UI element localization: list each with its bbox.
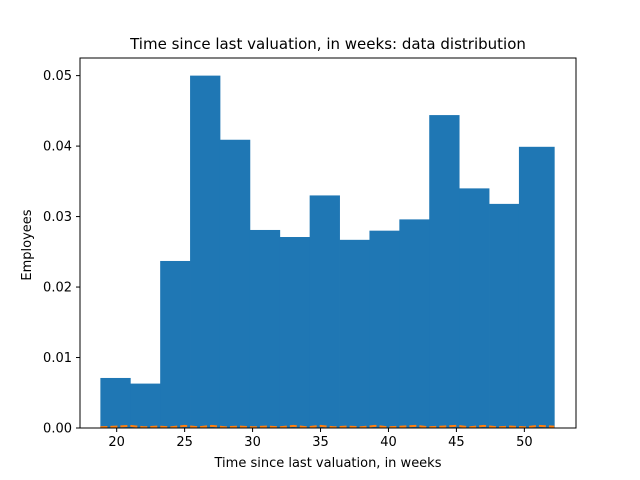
x-tick-label-0: 20 bbox=[108, 435, 125, 450]
y-axis-ticks: 0.00 0.01 0.02 0.03 0.04 0.05 bbox=[43, 69, 80, 437]
histogram-bar-0 bbox=[100, 377, 131, 428]
y-tick-label-1: 0.01 bbox=[43, 351, 72, 366]
y-tick-label-3: 0.03 bbox=[43, 210, 72, 225]
chart-title: Time since last valuation, in weeks: dat… bbox=[129, 35, 526, 53]
y-tick-label-0: 0.00 bbox=[43, 422, 72, 437]
histogram-bar-13 bbox=[489, 203, 520, 428]
histogram-bar-14 bbox=[518, 146, 555, 429]
histogram-bar-1 bbox=[130, 383, 161, 428]
bars-group bbox=[100, 75, 555, 429]
histogram-bar-4 bbox=[219, 139, 251, 428]
histogram-bar-9 bbox=[369, 230, 400, 428]
x-tick-label-5: 45 bbox=[448, 435, 465, 450]
y-tick-label-5: 0.05 bbox=[43, 69, 72, 84]
histogram-bar-10 bbox=[399, 219, 430, 428]
histogram-bar-5 bbox=[249, 229, 281, 428]
histogram-bar-2 bbox=[160, 260, 191, 428]
histogram-bar-11 bbox=[429, 115, 460, 428]
histogram-bar-12 bbox=[459, 188, 490, 428]
histogram-bar-8 bbox=[339, 239, 370, 428]
x-tick-label-4: 40 bbox=[380, 435, 397, 450]
y-tick-label-2: 0.02 bbox=[43, 281, 72, 296]
histogram-bar-6 bbox=[279, 237, 311, 428]
x-axis-label: Time since last valuation, in weeks bbox=[214, 456, 442, 471]
plot-frame bbox=[79, 57, 577, 429]
x-tick-label-1: 25 bbox=[176, 435, 193, 450]
y-tick-label-4: 0.04 bbox=[43, 140, 72, 155]
x-tick-label-6: 50 bbox=[516, 435, 533, 450]
x-tick-label-3: 35 bbox=[312, 435, 329, 450]
y-axis-label: Employees bbox=[20, 209, 35, 280]
x-tick-label-2: 30 bbox=[244, 435, 261, 450]
histogram-bar-7 bbox=[309, 195, 340, 428]
x-axis-ticks: 20 25 30 35 40 45 50 bbox=[108, 428, 533, 450]
histogram-bar-3 bbox=[190, 75, 221, 428]
